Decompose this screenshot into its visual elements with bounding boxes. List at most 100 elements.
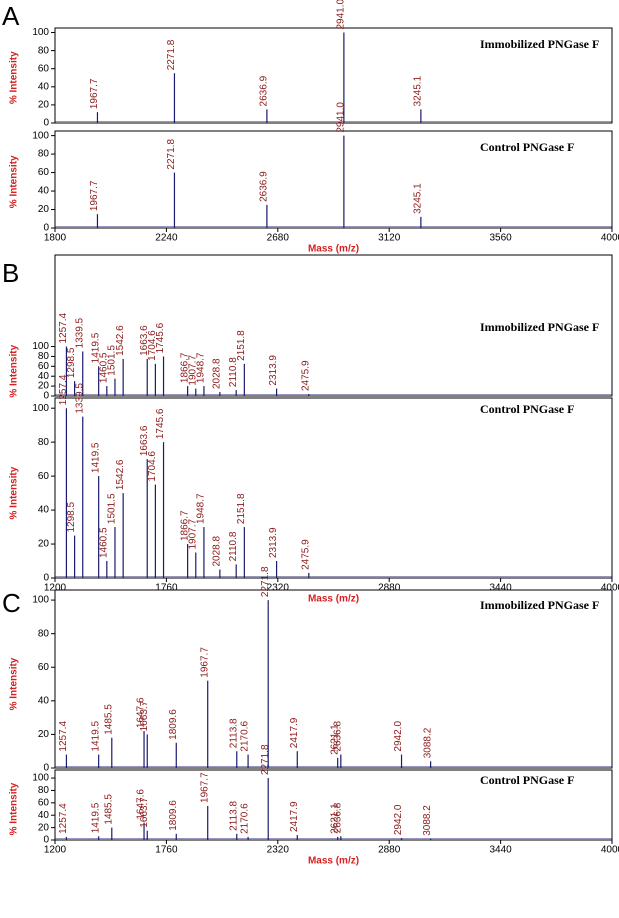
y-tick-label: 60 <box>38 63 50 74</box>
plot-frame <box>54 130 613 229</box>
peak-label: 2271.8 <box>166 39 177 70</box>
peak-label: 1339.5 <box>74 317 85 348</box>
y-tick-label: 60 <box>38 167 50 178</box>
plot-frame <box>54 589 613 769</box>
peak-label: 2313.9 <box>268 355 279 386</box>
y-tick-label: 80 <box>38 351 50 362</box>
peak-label: 1501.5 <box>107 493 118 524</box>
x-tick-label: 2320 <box>267 845 290 856</box>
y-tick-label: 20 <box>38 381 50 392</box>
peak-label: 1809.6 <box>168 709 179 740</box>
y-axis-label: % Intensity <box>9 344 20 397</box>
x-axis-label: Mass (m/z) <box>308 594 359 605</box>
peak-label: 2941.0 <box>336 102 347 133</box>
chart-title: Immobilized PNGase F <box>480 598 599 612</box>
chart-title: Immobilized PNGase F <box>480 37 599 51</box>
peak-label: 1948.7 <box>196 493 207 524</box>
peak-label: 2271.8 <box>260 744 271 775</box>
y-tick-label: 20 <box>38 539 50 550</box>
peak-label: 2475.9 <box>300 539 311 570</box>
x-tick-label: 2320 <box>267 583 290 594</box>
y-tick-label: 40 <box>38 186 50 197</box>
y-tick-label: 40 <box>38 810 50 821</box>
peak-label: 1647.6 <box>136 789 147 820</box>
peak-label: 1866.7 <box>179 510 190 541</box>
x-axis-label: Mass (m/z) <box>308 856 359 867</box>
peak-label: 2151.8 <box>236 330 247 361</box>
plot-frame <box>54 27 613 124</box>
peak-label: 1419.5 <box>90 442 101 473</box>
plot-frame <box>54 769 613 841</box>
peak-label: 1257.4 <box>58 374 69 405</box>
peak-label: 1907.7 <box>187 519 198 550</box>
peak-label: 3245.1 <box>413 75 424 106</box>
peak-label: 1485.5 <box>103 704 114 735</box>
y-axis-label: % Intensity <box>9 466 20 519</box>
x-tick-label: 2880 <box>378 583 401 594</box>
peak-label: 1339.5 <box>74 383 85 414</box>
peak-label: 1257.4 <box>58 803 69 834</box>
peak-label: 1967.7 <box>89 78 100 109</box>
peak-label: 1967.7 <box>199 772 210 803</box>
x-tick-label: 2680 <box>267 233 290 244</box>
x-tick-label: 1760 <box>155 845 178 856</box>
peak-label: 1542.6 <box>115 325 126 356</box>
peak-label: 1866.7 <box>179 352 190 383</box>
y-tick-label: 80 <box>38 628 50 639</box>
peak-label: 1501.5 <box>107 345 118 376</box>
y-tick-label: 80 <box>38 785 50 796</box>
y-axis-label: % Intensity <box>9 657 20 710</box>
peak-label: 1298.5 <box>66 502 77 533</box>
y-tick-label: 20 <box>38 100 50 111</box>
peak-label: 1809.6 <box>168 800 179 831</box>
x-tick-label: 3560 <box>489 233 512 244</box>
y-tick-label: 20 <box>38 822 50 833</box>
y-tick-label: 60 <box>38 471 50 482</box>
peak-label: 1967.7 <box>199 647 210 678</box>
peak-label: 1745.6 <box>155 322 166 353</box>
peak-label: 1948.7 <box>196 352 207 383</box>
peak-label: 1419.5 <box>90 332 101 363</box>
peak-label: 2942.0 <box>393 721 404 752</box>
peak-label: 2941.0 <box>336 0 347 30</box>
y-tick-label: 100 <box>32 27 49 38</box>
peak-label: 1419.5 <box>90 721 101 752</box>
peak-label: 2151.8 <box>236 493 247 524</box>
y-tick-label: 0 <box>43 573 49 584</box>
y-tick-label: 60 <box>38 662 50 673</box>
peak-label: 1257.4 <box>58 721 69 752</box>
y-tick-label: 40 <box>38 371 50 382</box>
peak-label: 2170.6 <box>240 721 251 752</box>
x-tick-label: 2880 <box>378 845 401 856</box>
y-tick-label: 0 <box>43 835 49 846</box>
y-tick-label: 20 <box>38 729 50 740</box>
peak-label: 2636.9 <box>259 171 270 202</box>
y-tick-label: 100 <box>32 130 49 141</box>
peak-label: 1298.5 <box>66 347 77 378</box>
peak-label: 2942.0 <box>393 804 404 835</box>
peak-label: 2110.8 <box>228 357 239 387</box>
y-tick-label: 0 <box>43 763 49 774</box>
peak-label: 2636.8 <box>332 721 343 752</box>
y-tick-label: 100 <box>32 595 49 606</box>
peak-label: 2417.9 <box>289 801 300 832</box>
panel-letter: C <box>2 588 21 618</box>
y-tick-label: 100 <box>32 403 49 414</box>
peak-label: 1907.7 <box>187 355 198 386</box>
peak-label: 2417.9 <box>289 717 300 748</box>
peak-label: 2271.8 <box>260 566 271 597</box>
x-tick-label: 1760 <box>155 583 178 594</box>
peak-label: 2621.1 <box>329 724 340 755</box>
y-tick-label: 100 <box>32 341 49 352</box>
peak-label: 2113.8 <box>228 718 239 748</box>
peak-label: 1663.7 <box>139 700 150 731</box>
y-tick-label: 80 <box>38 45 50 56</box>
panel-letter: A <box>2 1 20 31</box>
peak-label: 1542.6 <box>115 459 126 490</box>
peak-label: 1704.6 <box>147 330 158 361</box>
peak-label: 2170.6 <box>240 803 251 834</box>
peak-label: 1485.5 <box>103 794 114 825</box>
peak-label: 2113.8 <box>228 801 239 831</box>
x-tick-label: 2240 <box>155 233 178 244</box>
